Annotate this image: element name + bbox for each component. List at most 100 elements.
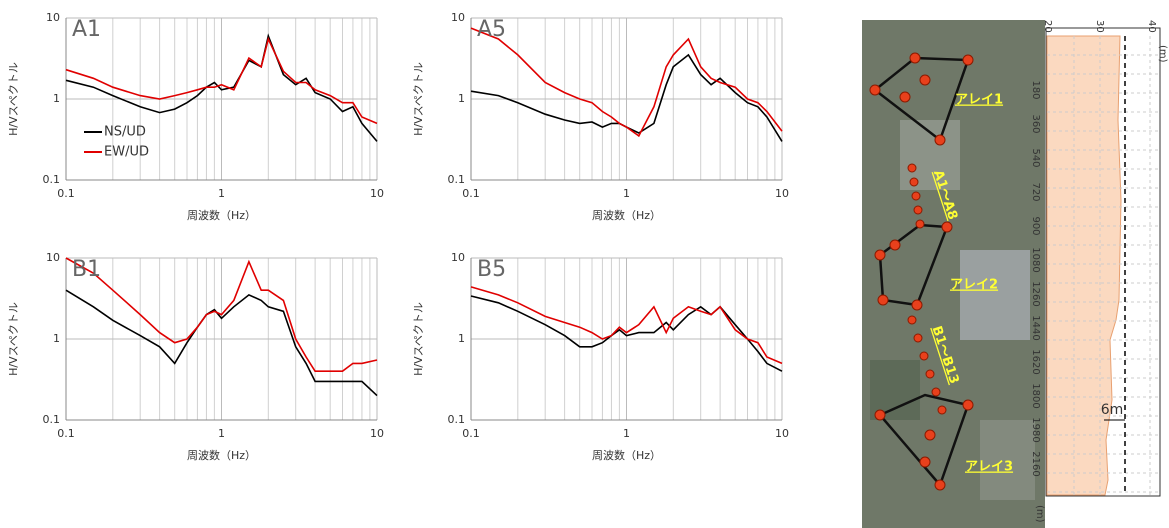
profile-depth-tick: 900 (1030, 216, 1041, 235)
profile-grid (1047, 36, 1159, 495)
y-tick-label: 10 (451, 251, 465, 264)
station (962, 399, 974, 411)
profile-depth-tick: 180 (1030, 80, 1041, 99)
series-line (470, 295, 783, 372)
station (919, 351, 929, 361)
station (899, 91, 911, 103)
y-axis-label: H/Vスペクトル (412, 62, 425, 136)
x-tick-label: 1 (623, 187, 630, 200)
y-tick-label: 1 (458, 92, 465, 105)
station (931, 387, 941, 397)
profile-depth-tick: 720 (1030, 182, 1041, 201)
array-label: アレイ2 (950, 278, 998, 293)
y-tick-label: 0.1 (448, 413, 466, 426)
station (924, 429, 936, 441)
series-line (65, 289, 378, 397)
legend-label: EW/UD (104, 145, 149, 160)
station (889, 239, 901, 251)
profile-depth-tick: 1080 (1030, 247, 1041, 272)
x-axis-label: 周波数（Hz） (592, 209, 661, 222)
series-line (470, 53, 783, 142)
profile-depth-tick: 360 (1030, 114, 1041, 133)
unit-label: (m) (1034, 505, 1045, 523)
station (915, 219, 925, 229)
profile-top-tick: 40 (1146, 20, 1157, 33)
x-tick-label: 1 (218, 427, 225, 440)
profile-depth-tick: 2160 (1030, 451, 1041, 476)
profile-depth-tick: 1980 (1030, 417, 1041, 442)
unit-label: (m) (1157, 45, 1168, 63)
station (941, 221, 953, 233)
profile-depth-tick: 1440 (1030, 315, 1041, 340)
x-axis-label: 周波数（Hz） (592, 449, 661, 462)
x-tick-label: 0.1 (57, 427, 75, 440)
station (937, 405, 947, 415)
x-tick-label: 10 (370, 427, 384, 440)
y-tick-label: 1 (53, 332, 60, 345)
station (877, 294, 889, 306)
aerial-map: アレイ1 アレイ2 アレイ3 A1～A8 B1～B13 (862, 20, 1045, 528)
station (919, 74, 931, 86)
station (934, 479, 946, 491)
panel-label: A1 (72, 17, 101, 42)
map-block (980, 420, 1035, 500)
station (919, 456, 931, 468)
y-tick-label: 1 (53, 92, 60, 105)
y-tick-label: 10 (46, 251, 60, 264)
station (907, 315, 917, 325)
depth-profile: 6m (m) (m) (1034, 27, 1168, 523)
station (962, 54, 974, 66)
profile-depth-tick: 1260 (1030, 281, 1041, 306)
panel-label: B1 (72, 257, 101, 282)
profile-top-tick: 20 (1042, 20, 1053, 33)
y-axis-label: H/Vスペクトル (7, 302, 20, 376)
x-tick-label: 0.1 (462, 187, 480, 200)
station (869, 84, 881, 96)
map-block (900, 120, 960, 190)
profile-depth-tick: 540 (1030, 148, 1041, 167)
profile-depth-tick: 1620 (1030, 349, 1041, 374)
map-block (960, 250, 1030, 340)
y-tick-label: 0.1 (43, 413, 61, 426)
x-tick-label: 10 (370, 187, 384, 200)
gap-label: 6m (1101, 402, 1124, 418)
panel-label: B5 (477, 257, 506, 282)
array-label: アレイ1 (955, 93, 1003, 108)
station (911, 299, 923, 311)
x-axis-label: 周波数（Hz） (187, 449, 256, 462)
legend-label: NS/UD (104, 125, 146, 140)
station (913, 205, 923, 215)
series-line (470, 286, 783, 365)
station (925, 369, 935, 379)
array-label: アレイ3 (965, 460, 1013, 475)
y-axis-label: H/Vスペクトル (412, 302, 425, 376)
station (909, 177, 919, 187)
station (934, 134, 946, 146)
y-tick-label: 10 (451, 11, 465, 24)
stations (869, 52, 974, 491)
y-tick-label: 10 (46, 11, 60, 24)
array-line (878, 223, 949, 307)
station (874, 249, 886, 261)
x-tick-label: 0.1 (57, 187, 75, 200)
x-tick-label: 1 (623, 427, 630, 440)
series-line (65, 257, 378, 372)
x-axis-label: 周波数（Hz） (187, 209, 256, 222)
y-tick-label: 0.1 (448, 173, 466, 186)
x-tick-label: 1 (218, 187, 225, 200)
series-line (65, 36, 378, 125)
y-tick-label: 0.1 (43, 173, 61, 186)
station (911, 191, 921, 201)
station (874, 409, 886, 421)
series-line (470, 27, 783, 138)
station (907, 163, 917, 173)
profile-top-tick: 30 (1094, 20, 1105, 33)
x-tick-label: 0.1 (462, 427, 480, 440)
profile-depth-tick: 1800 (1030, 383, 1041, 408)
x-tick-label: 10 (775, 427, 789, 440)
x-tick-label: 10 (775, 187, 789, 200)
panel-label: A5 (477, 17, 506, 42)
station (913, 333, 923, 343)
station (909, 52, 921, 64)
